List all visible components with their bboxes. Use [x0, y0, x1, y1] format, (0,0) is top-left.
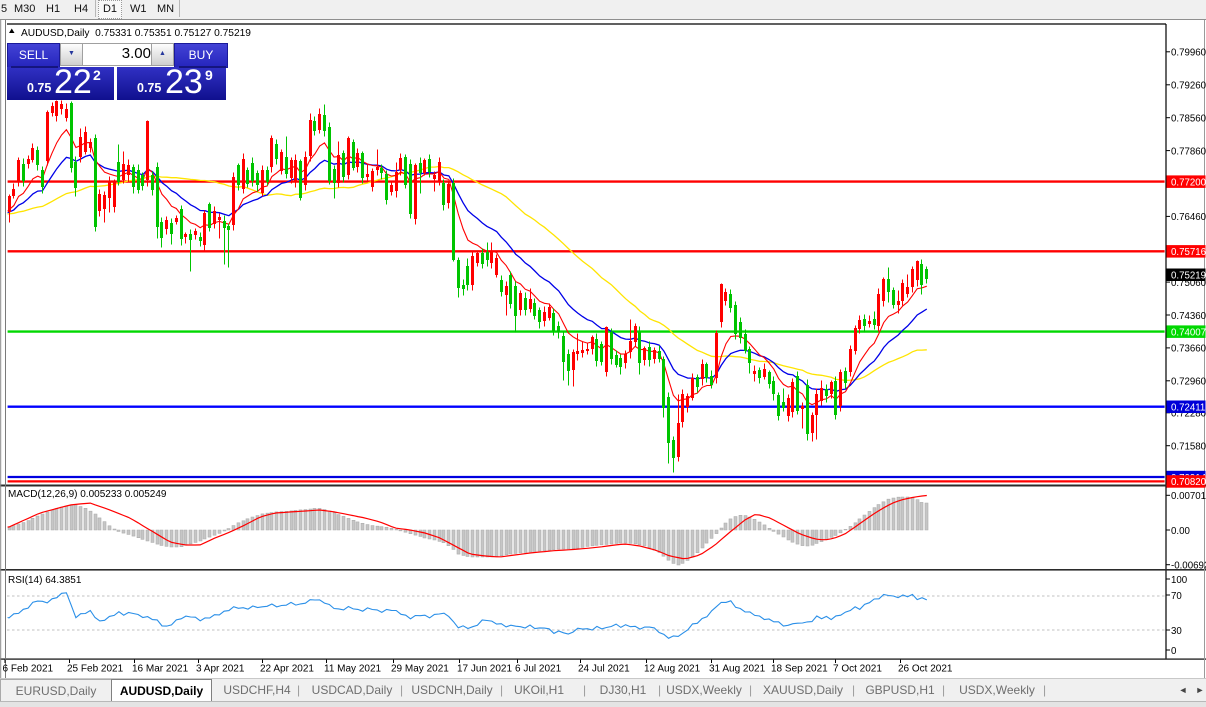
- svg-text:0.78560: 0.78560: [1171, 114, 1206, 125]
- svg-text:0.76460: 0.76460: [1171, 212, 1206, 223]
- svg-text:17 Jun 2021: 17 Jun 2021: [457, 664, 512, 675]
- svg-text:0.74360: 0.74360: [1171, 311, 1206, 322]
- svg-text:6 Feb 2021: 6 Feb 2021: [3, 664, 54, 675]
- svg-text:0.72280: 0.72280: [1171, 409, 1206, 420]
- svg-text:0.79960: 0.79960: [1171, 48, 1206, 59]
- svg-text:-0.00692: -0.00692: [1171, 561, 1206, 572]
- svg-text:0.79260: 0.79260: [1171, 81, 1206, 92]
- svg-text:100: 100: [1171, 575, 1188, 586]
- svg-text:AUDUSD,Daily 0.75331 0.75351: AUDUSD,Daily 0.75331 0.75351 0.75127 0.7…: [21, 28, 251, 39]
- svg-text:7 Oct 2021: 7 Oct 2021: [833, 664, 882, 675]
- svg-text:30: 30: [1171, 626, 1182, 637]
- svg-text:RSI(14) 64.3851: RSI(14) 64.3851: [8, 575, 82, 586]
- svg-text:0.72960: 0.72960: [1171, 377, 1206, 388]
- svg-text:0.75219: 0.75219: [1171, 271, 1206, 282]
- svg-text:0.00: 0.00: [1171, 526, 1190, 537]
- svg-text:0.72411: 0.72411: [1171, 403, 1205, 414]
- svg-text:0.74007: 0.74007: [1171, 327, 1206, 338]
- svg-text:0: 0: [1171, 646, 1177, 657]
- svg-text:0.75716: 0.75716: [1171, 247, 1206, 258]
- svg-text:26 Oct 2021: 26 Oct 2021: [898, 664, 953, 675]
- svg-text:0.73660: 0.73660: [1171, 344, 1206, 355]
- svg-text:0.75060: 0.75060: [1171, 278, 1206, 289]
- svg-text:24 Jul 2021: 24 Jul 2021: [578, 664, 630, 675]
- svg-text:0.77860: 0.77860: [1171, 146, 1206, 157]
- svg-text:MACD(12,26,9) 0.005233 0.00524: MACD(12,26,9) 0.005233 0.005249: [8, 489, 167, 500]
- svg-text:0.007015: 0.007015: [1171, 491, 1206, 502]
- svg-text:12 Aug 2021: 12 Aug 2021: [644, 664, 701, 675]
- svg-text:25 Feb 2021: 25 Feb 2021: [67, 664, 124, 675]
- svg-text:11 May 2021: 11 May 2021: [324, 664, 382, 675]
- svg-text:0.77200: 0.77200: [1171, 177, 1206, 188]
- svg-text:16 Mar 2021: 16 Mar 2021: [132, 664, 189, 675]
- svg-text:3 Apr 2021: 3 Apr 2021: [196, 664, 245, 675]
- svg-text:0.71580: 0.71580: [1171, 442, 1206, 453]
- svg-text:31 Aug 2021: 31 Aug 2021: [709, 664, 766, 675]
- svg-text:70: 70: [1171, 591, 1182, 602]
- svg-text:29 May 2021: 29 May 2021: [391, 664, 449, 675]
- svg-text:0.70820: 0.70820: [1171, 477, 1206, 488]
- svg-text:18 Sep 2021: 18 Sep 2021: [771, 664, 828, 675]
- svg-text:6 Jul 2021: 6 Jul 2021: [515, 664, 562, 675]
- svg-text:22 Apr 2021: 22 Apr 2021: [260, 664, 314, 675]
